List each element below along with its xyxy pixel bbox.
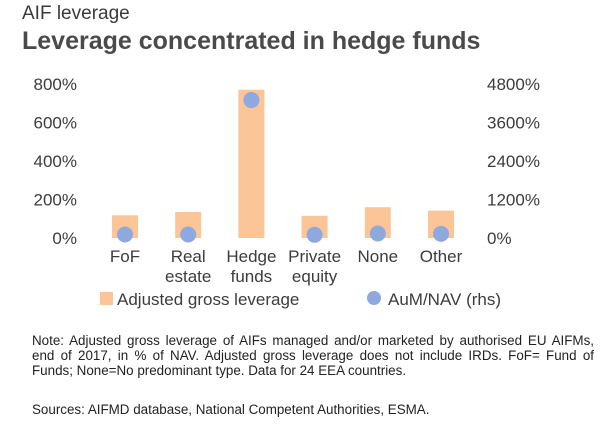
right-axis-tick-label: 1200% xyxy=(487,191,540,210)
leverage-bar xyxy=(238,89,265,239)
category-label: estate xyxy=(165,267,211,286)
category-label: Hedge xyxy=(226,247,276,266)
left-axis-tick-label: 600% xyxy=(34,114,77,133)
legend-swatch-leverage xyxy=(100,292,113,305)
aum-nav-point xyxy=(306,226,323,243)
chart-title: Leverage concentrated in hedge funds xyxy=(22,27,481,55)
aum-nav-point xyxy=(433,225,449,242)
aum-nav-point xyxy=(369,225,386,242)
right-axis-tick-label: 4800% xyxy=(487,75,540,94)
legend-label-aum-nav: AuM/NAV (rhs) xyxy=(388,290,501,309)
chart-kicker: AIF leverage xyxy=(22,3,130,24)
category-label: Real xyxy=(171,247,206,266)
legend-swatch-aum-nav xyxy=(367,291,381,305)
leverage-chart: 0% 200% 400% 600% 800% 0% 1200% 2400% 3600% 4800%… xyxy=(34,75,540,309)
category-label: None xyxy=(357,247,398,266)
left-axis-tick-label: 0% xyxy=(52,229,77,248)
legend-label-leverage: Adjusted gross leverage xyxy=(117,290,299,309)
category-label: Other xyxy=(420,247,463,266)
aum-nav-point xyxy=(117,226,133,243)
category-label: FoF xyxy=(110,247,140,266)
category-label: equity xyxy=(292,267,338,286)
right-axis-tick-label: 3600% xyxy=(487,114,540,133)
left-axis-tick-label: 400% xyxy=(34,152,77,171)
right-axis-tick-label: 0% xyxy=(487,229,512,248)
category-label: funds xyxy=(231,267,273,286)
chart-note: Note: Adjusted gross leverage of AIFs ma… xyxy=(32,333,594,378)
category-label: Private xyxy=(288,247,341,266)
left-axis-tick-label: 200% xyxy=(34,191,77,210)
chart-source: Sources: AIFMD database, National Compet… xyxy=(32,402,430,417)
right-axis-tick-label: 2400% xyxy=(487,152,540,171)
aum-nav-point xyxy=(243,92,260,109)
left-axis-tick-label: 800% xyxy=(34,75,77,94)
aum-nav-point xyxy=(180,226,197,243)
